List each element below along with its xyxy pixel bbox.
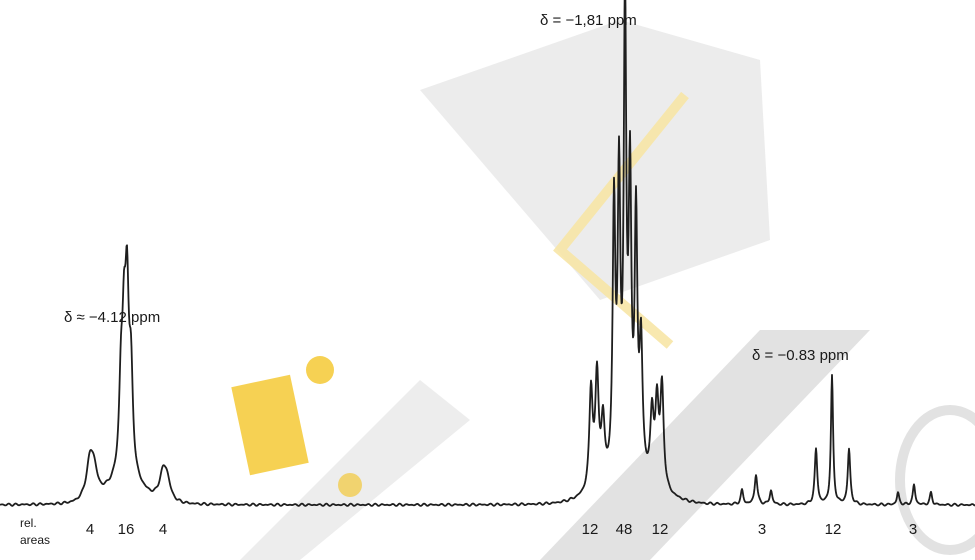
peak-label-minus-1-81: δ = −1,81 ppm bbox=[540, 12, 637, 29]
watermark-yellow-dot bbox=[306, 356, 334, 384]
rel-area-value: 12 bbox=[825, 521, 842, 538]
spectrum-trace bbox=[0, 0, 975, 507]
rel-area-value: 12 bbox=[652, 521, 669, 538]
rel-area-value: 3 bbox=[758, 521, 766, 538]
watermark-band-shape bbox=[540, 330, 870, 560]
rel-area-value: 16 bbox=[118, 521, 135, 538]
watermark-band-shape-2 bbox=[240, 380, 470, 560]
rel-area-value: 12 bbox=[582, 521, 599, 538]
watermark-yellow-block bbox=[231, 374, 309, 476]
watermark-yellow-dot-2 bbox=[338, 473, 362, 497]
peak-label-minus-0-83: δ = −0.83 ppm bbox=[752, 347, 849, 364]
peak-label-minus-4-12: δ ≈ −4.12 ppm bbox=[64, 309, 160, 326]
rel-area-value: 4 bbox=[159, 521, 167, 538]
rel-areas-label-line-1: rel. bbox=[20, 516, 37, 530]
rel-area-value: 48 bbox=[616, 521, 633, 538]
watermark-emblem-right bbox=[895, 405, 975, 555]
rel-area-value: 4 bbox=[86, 521, 94, 538]
rel-area-value: 3 bbox=[909, 521, 917, 538]
watermark-cap-shape bbox=[420, 20, 770, 300]
rel-areas-label-line-2: areas bbox=[20, 533, 50, 547]
